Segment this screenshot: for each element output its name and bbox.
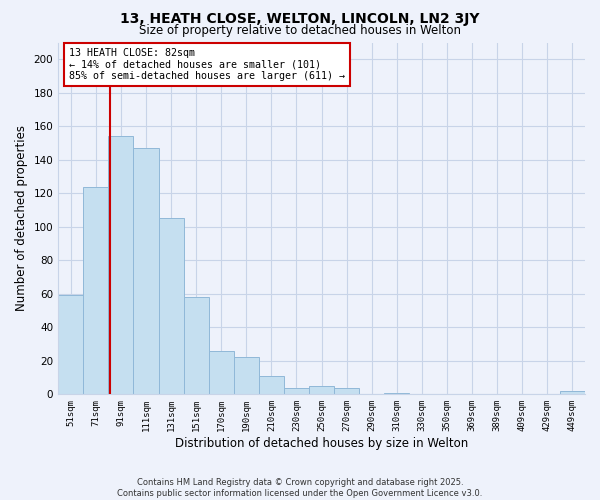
Bar	[158, 218, 184, 394]
Bar	[133, 148, 158, 394]
Bar	[334, 388, 359, 394]
X-axis label: Distribution of detached houses by size in Welton: Distribution of detached houses by size …	[175, 437, 468, 450]
Bar	[309, 386, 334, 394]
Bar	[259, 376, 284, 394]
Bar	[560, 391, 585, 394]
Bar	[58, 296, 83, 394]
Bar	[209, 351, 234, 395]
Bar	[184, 297, 209, 394]
Bar	[385, 392, 409, 394]
Bar	[109, 136, 133, 394]
Text: 13, HEATH CLOSE, WELTON, LINCOLN, LN2 3JY: 13, HEATH CLOSE, WELTON, LINCOLN, LN2 3J…	[120, 12, 480, 26]
Text: Size of property relative to detached houses in Welton: Size of property relative to detached ho…	[139, 24, 461, 37]
Y-axis label: Number of detached properties: Number of detached properties	[15, 126, 28, 312]
Bar	[284, 388, 309, 394]
Bar	[234, 358, 259, 395]
Text: 13 HEATH CLOSE: 82sqm
← 14% of detached houses are smaller (101)
85% of semi-det: 13 HEATH CLOSE: 82sqm ← 14% of detached …	[69, 48, 345, 81]
Text: Contains HM Land Registry data © Crown copyright and database right 2025.
Contai: Contains HM Land Registry data © Crown c…	[118, 478, 482, 498]
Bar	[83, 186, 109, 394]
